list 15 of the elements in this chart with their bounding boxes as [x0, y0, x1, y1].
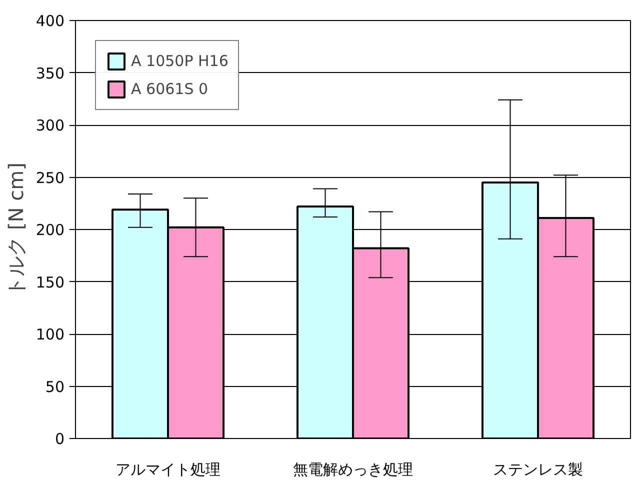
legend-label: A 6061S 0	[131, 80, 208, 98]
y-tick-label: 300	[36, 116, 65, 134]
y-tick-label: 150	[36, 273, 65, 292]
x-tick-label: 無電解めっき処理	[293, 460, 413, 478]
y-tick-label: 200	[36, 221, 65, 239]
x-tick-label: アルマイト処理	[116, 460, 220, 478]
y-tick-label: 400	[36, 12, 65, 30]
y-axis-title: トルク [N cm]	[4, 162, 28, 296]
y-tick-label: 250	[36, 168, 65, 187]
y-tick-label: 100	[36, 326, 65, 344]
y-tick-label: 50	[45, 378, 65, 396]
y-tick-label: 350	[36, 64, 65, 82]
x-tick-label: ステンレス製	[493, 460, 583, 478]
legend-label: A 1050P H16	[131, 52, 228, 70]
y-tick-label: 0	[54, 430, 65, 448]
